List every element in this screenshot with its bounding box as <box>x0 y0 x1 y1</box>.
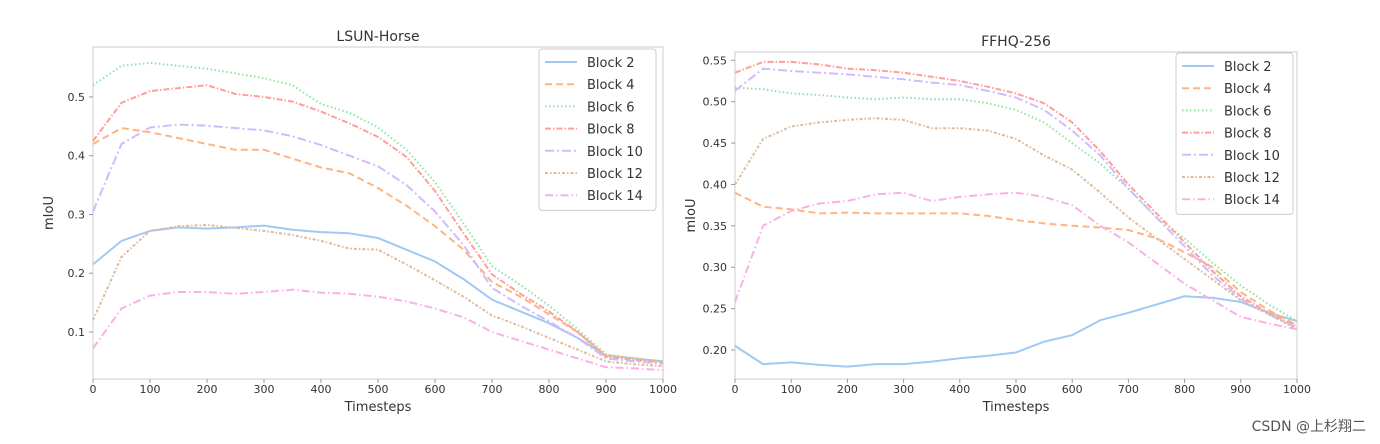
chart-panel-2: FFHQ-256 0 100 200 300 400 500 600 700 800 900 1000… <box>684 34 1311 415</box>
series-line-block-12 <box>734 117 1298 331</box>
series-line-block-14 <box>92 288 664 372</box>
legend-label: Block 2 <box>1224 60 1272 75</box>
x-tick-label: 100 <box>140 383 161 396</box>
y-tick-label: 0.45 <box>703 137 728 150</box>
chart-title: FFHQ-256 <box>981 34 1051 50</box>
legend-label: Block 4 <box>587 78 635 93</box>
x-tick-label: 700 <box>1118 383 1139 396</box>
legend-label: Block 2 <box>587 56 635 71</box>
x-tick-label: 500 <box>368 383 389 396</box>
series-line-block-2 <box>734 295 1298 368</box>
x-tick-label: 1000 <box>1283 383 1311 396</box>
x-tick-label: 300 <box>254 383 275 396</box>
legend: Block 2 Block 4 Block 6 Block 8 Block 10 Bloc… <box>538 48 657 211</box>
x-tick-label: 800 <box>1174 383 1195 396</box>
x-tick-label: 900 <box>596 383 617 396</box>
x-tick-label: 0 <box>732 383 739 396</box>
x-tick-label: 500 <box>1006 383 1027 396</box>
series-line-block-12 <box>92 224 664 368</box>
watermark: CSDN @上杉翔二 <box>1251 419 1366 435</box>
x-axis-label: Timesteps <box>344 400 412 415</box>
series-line-block-10 <box>92 123 664 365</box>
legend-label: Block 8 <box>1224 127 1272 142</box>
y-tick-label: 0.4 <box>68 150 86 163</box>
legend-label: Block 8 <box>587 123 635 138</box>
legend-label: Block 10 <box>1224 149 1280 164</box>
series-line-block-8 <box>92 84 664 364</box>
series-line-block-2 <box>92 224 664 363</box>
y-axis-label: mIoU <box>42 196 57 230</box>
x-tick-label: 800 <box>539 383 560 396</box>
legend-label: Block 10 <box>587 145 643 160</box>
x-tick-label: 200 <box>837 383 858 396</box>
y-tick-label: 0.40 <box>703 178 728 191</box>
x-tick-label: 700 <box>482 383 503 396</box>
legend-label: Block 4 <box>1224 82 1272 97</box>
y-tick-label: 0.1 <box>68 326 86 339</box>
legend-label: Block 14 <box>1224 193 1280 208</box>
x-tick-label: 1000 <box>649 383 677 396</box>
y-tick-label: 0.25 <box>703 303 728 316</box>
legend-label: Block 14 <box>587 189 643 204</box>
series-line-block-14 <box>734 191 1298 331</box>
x-tick-label: 200 <box>197 383 218 396</box>
y-tick-label: 0.5 <box>68 91 86 104</box>
x-tick-label: 400 <box>311 383 332 396</box>
y-tick-label: 0.3 <box>68 208 86 221</box>
series-line-block-8 <box>734 60 1298 328</box>
x-tick-label: 400 <box>949 383 970 396</box>
series-line-block-6 <box>734 86 1298 322</box>
legend-box <box>538 48 657 211</box>
y-axis-label: mIoU <box>684 199 699 233</box>
y-tick-label: 0.50 <box>703 96 728 109</box>
legend-label: Block 6 <box>1224 104 1272 119</box>
chart-panel-1: LSUN-Horse 0 100 200 300 400 500 600 700 800 900 10… <box>42 29 677 415</box>
x-tick-label: 900 <box>1230 383 1251 396</box>
legend-label: Block 6 <box>587 100 635 115</box>
legend-box <box>1175 52 1294 215</box>
y-tick-label: 0.55 <box>703 54 728 67</box>
x-tick-label: 600 <box>425 383 446 396</box>
series-line-block-10 <box>734 67 1298 329</box>
y-tick-label: 0.2 <box>68 267 86 280</box>
y-tick-label: 0.20 <box>703 344 728 357</box>
x-tick-label: 300 <box>893 383 914 396</box>
x-axis-label: Timesteps <box>982 400 1050 415</box>
series-line-block-6 <box>92 61 664 363</box>
y-tick-label: 0.35 <box>703 220 728 233</box>
legend-label: Block 12 <box>587 167 643 182</box>
legend: Block 2 Block 4 Block 6 Block 8 Block 10 Bloc… <box>1175 52 1294 215</box>
y-tick-label: 0.30 <box>703 261 728 274</box>
x-tick-label: 100 <box>781 383 802 396</box>
chart-title: LSUN-Horse <box>336 29 419 45</box>
x-tick-label: 600 <box>1062 383 1083 396</box>
legend-label: Block 12 <box>1224 171 1280 186</box>
x-tick-label: 0 <box>90 383 97 396</box>
